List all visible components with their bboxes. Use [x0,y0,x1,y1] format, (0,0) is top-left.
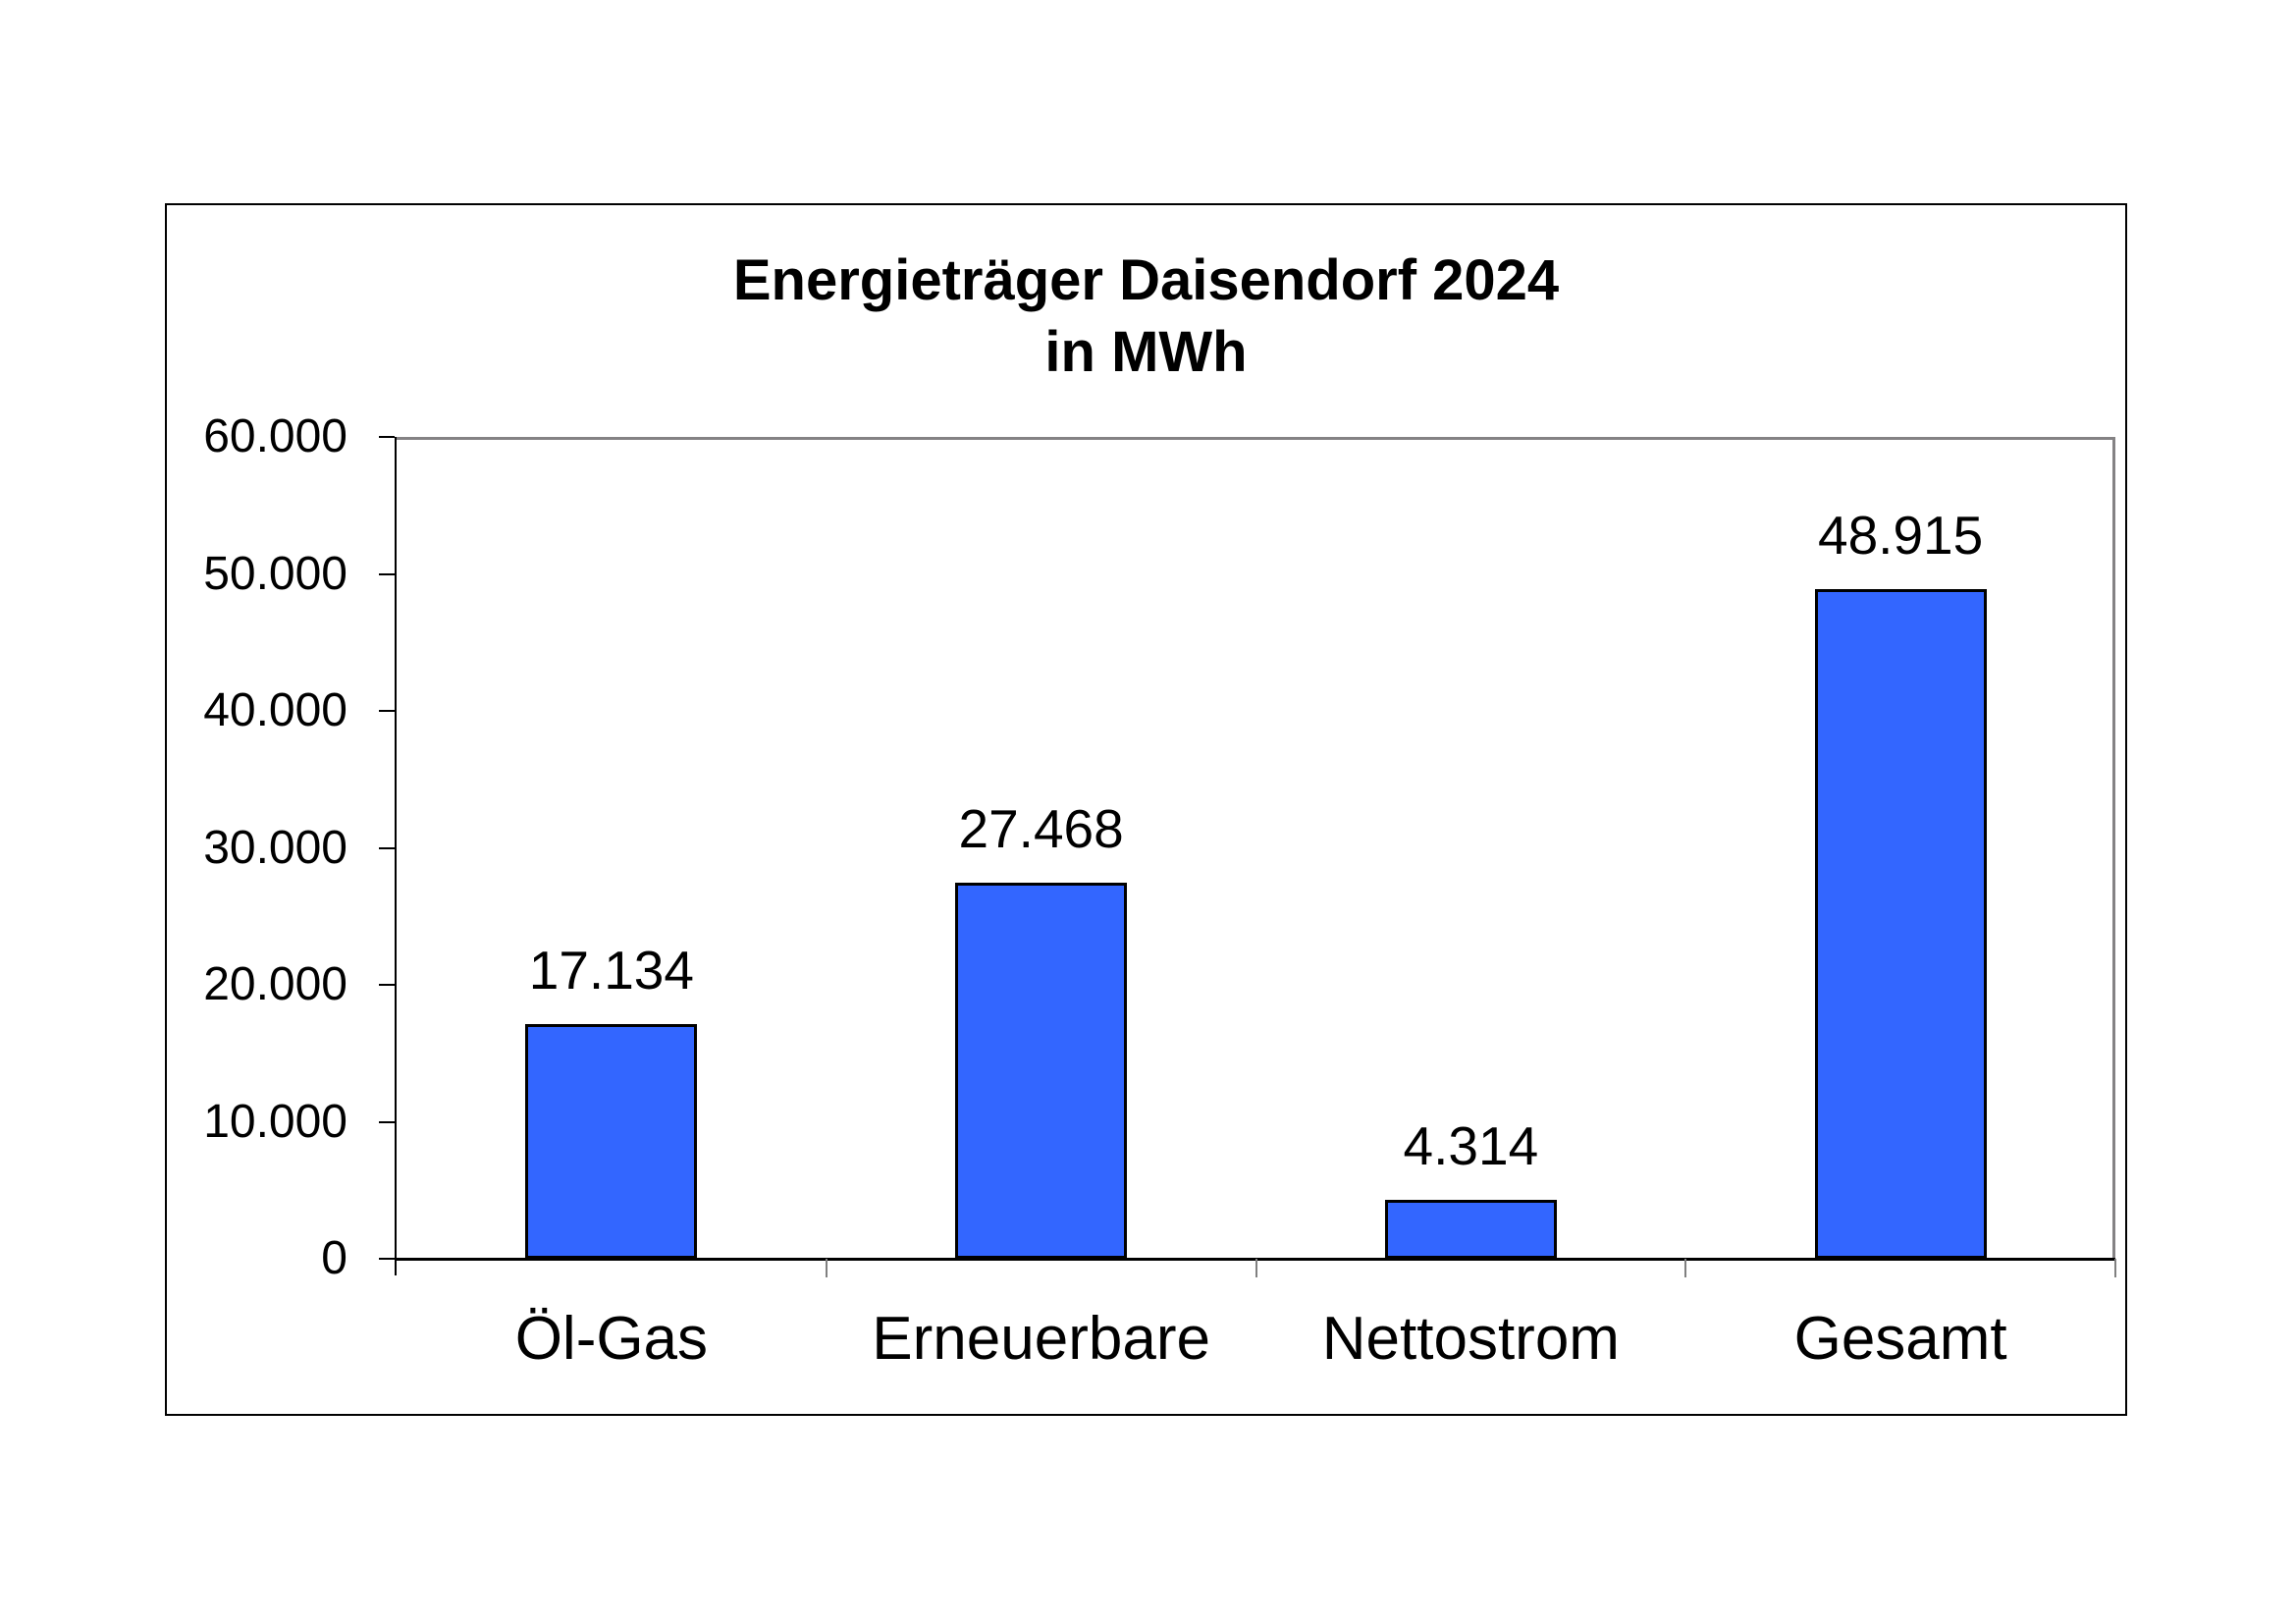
bar-Nettostrom [1384,1200,1557,1259]
y-axis-tick [379,1258,395,1260]
bar-value-label: 48.915 [1818,505,1984,566]
y-axis-tick [379,436,395,438]
y-axis-line [395,437,397,1275]
chart-title-line2: in MWh [1044,320,1248,384]
bar-value-label: 27.468 [958,798,1124,859]
bar-value-label: 4.314 [1403,1115,1539,1176]
x-category-label: Nettostrom [1321,1305,1620,1373]
y-axis-tick [379,1120,395,1123]
y-axis-tick-label: 40.000 [203,684,347,736]
bar-Öl-Gas [525,1024,698,1259]
chart-title-line1: Energieträger Daisendorf 2024 [732,248,1560,312]
bar-Erneuerbare [955,883,1128,1259]
y-axis-tick [379,572,395,575]
x-category-label: Erneuerbare [872,1305,1210,1373]
x-category-label: Öl-Gas [514,1305,709,1373]
y-axis-tick-label: 30.000 [203,821,347,874]
x-axis-tick [825,1259,828,1277]
y-axis-tick [379,846,395,849]
y-axis-tick [379,984,395,986]
bar-Gesamt [1814,589,1987,1259]
x-axis-tick [2114,1259,2116,1277]
y-axis-tick-label: 20.000 [203,958,347,1010]
plot-area-border [397,437,2115,1259]
y-axis-tick-label: 10.000 [203,1095,347,1148]
chart-title: Energieträger Daisendorf 2024 in MWh [167,244,2125,388]
x-axis-tick [1255,1259,1257,1277]
x-axis-tick [1684,1259,1687,1277]
y-axis-tick [379,710,395,712]
x-category-label: Gesamt [1793,1305,2007,1373]
y-axis-tick-label: 50.000 [203,547,347,600]
bar-value-label: 17.134 [528,940,694,1001]
y-axis-tick-label: 60.000 [203,410,347,462]
chart-frame: Energieträger Daisendorf 2024 in MWh 60.… [165,203,2127,1416]
y-axis-tick-label: 0 [321,1232,347,1284]
